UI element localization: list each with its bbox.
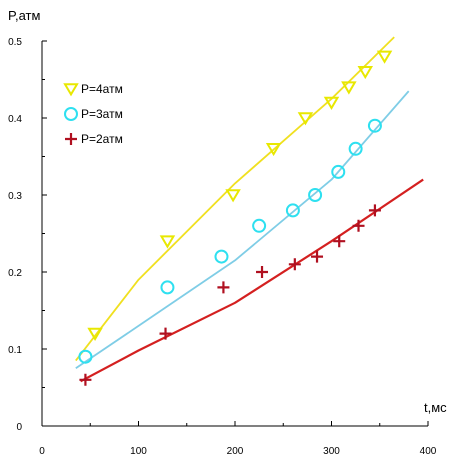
data-point-series-3	[217, 281, 230, 294]
y-tick-label: 0.5	[8, 37, 22, 48]
data-point-series-1	[265, 143, 282, 157]
data-point-series-2	[308, 188, 323, 202]
data-point-series-1	[159, 235, 176, 249]
data-point-series-3	[368, 204, 381, 217]
x-tick-label: 100	[130, 446, 147, 457]
x-tick-label: 400	[420, 446, 437, 457]
data-point-series-3	[79, 373, 92, 386]
x-axis-title: t,мс	[424, 400, 447, 415]
data-point-series-2	[367, 118, 382, 133]
data-point-series-2	[348, 141, 363, 156]
legend-label-3: P=2атм	[81, 132, 123, 146]
y-axis-title: P,атм	[8, 8, 41, 23]
data-point-series-2	[78, 349, 93, 364]
data-point-series-1	[341, 81, 357, 95]
data-point-series-3	[256, 266, 269, 278]
data-markers	[78, 50, 393, 386]
x-tick-label: 200	[227, 446, 244, 457]
legend: P=4атм P=3атм P=2атм	[63, 82, 123, 146]
legend-marker-1	[63, 83, 79, 97]
data-point-series-1	[357, 66, 374, 80]
x-tick-label: 300	[323, 446, 340, 457]
legend-label-2: P=3атм	[81, 107, 123, 121]
x-tick-label: 0	[39, 446, 45, 457]
data-point-series-2	[160, 280, 175, 295]
data-point-series-3	[159, 327, 172, 340]
data-point-series-1	[323, 96, 340, 110]
data-point-series-1	[376, 50, 393, 64]
fit-line-3	[80, 178, 424, 383]
data-point-series-1	[297, 112, 314, 126]
data-point-series-3	[288, 258, 301, 271]
fit-line-1	[75, 36, 395, 362]
y-tick-label: 0.3	[8, 191, 22, 202]
legend-label-1: P=4атм	[81, 82, 123, 96]
legend-marker-2	[64, 107, 78, 121]
data-point-series-2	[285, 203, 300, 218]
y-tick-label: 0.4	[8, 114, 22, 125]
fit-line-2	[75, 90, 410, 370]
data-point-series-2	[331, 164, 346, 179]
data-point-series-1	[225, 189, 241, 203]
data-point-series-3	[311, 250, 324, 263]
y-tick-label: 0.2	[8, 268, 22, 279]
legend-marker-3	[65, 133, 77, 145]
data-point-series-2	[214, 249, 229, 264]
fit-lines	[75, 36, 424, 383]
data-point-series-2	[252, 218, 267, 233]
data-point-series-3	[352, 219, 365, 232]
data-point-series-3	[333, 235, 346, 248]
y-tick-label: 0.1	[8, 345, 22, 356]
data-point-series-1	[87, 327, 103, 341]
y-tick-label: 0	[16, 422, 22, 433]
axes: 0 0.1 0.2 0.3 0.4 0.5 0 100 200 300 400	[8, 37, 437, 457]
